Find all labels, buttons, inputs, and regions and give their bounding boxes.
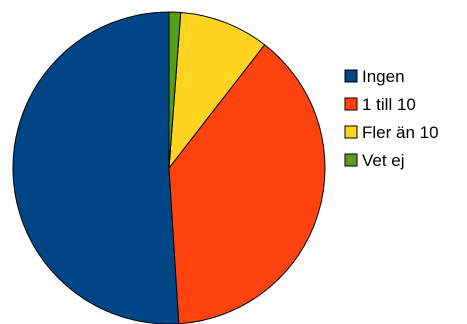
legend-swatch-ingen (344, 69, 358, 83)
legend-swatch-vet-ej (344, 153, 358, 167)
legend-label-1-till-10: 1 till 10 (362, 95, 416, 114)
pie-slice-fler-n-10 (168, 11, 266, 170)
legend-swatch-1-till-10 (344, 97, 358, 111)
pie-slice-1-till-10 (168, 44, 326, 324)
legend: Ingen 1 till 10 Fler än 10 Vet ej (344, 67, 439, 170)
legend-label-vet-ej: Vet ej (362, 151, 405, 170)
legend-swatch-fler-an-10 (344, 125, 358, 139)
pie-slices (12, 11, 326, 324)
pie-slice-vet-ej (168, 11, 182, 169)
legend-label-fler-an-10: Fler än 10 (362, 123, 439, 142)
legend-label-ingen: Ingen (362, 67, 405, 86)
pie-slice-ingen (12, 11, 180, 324)
